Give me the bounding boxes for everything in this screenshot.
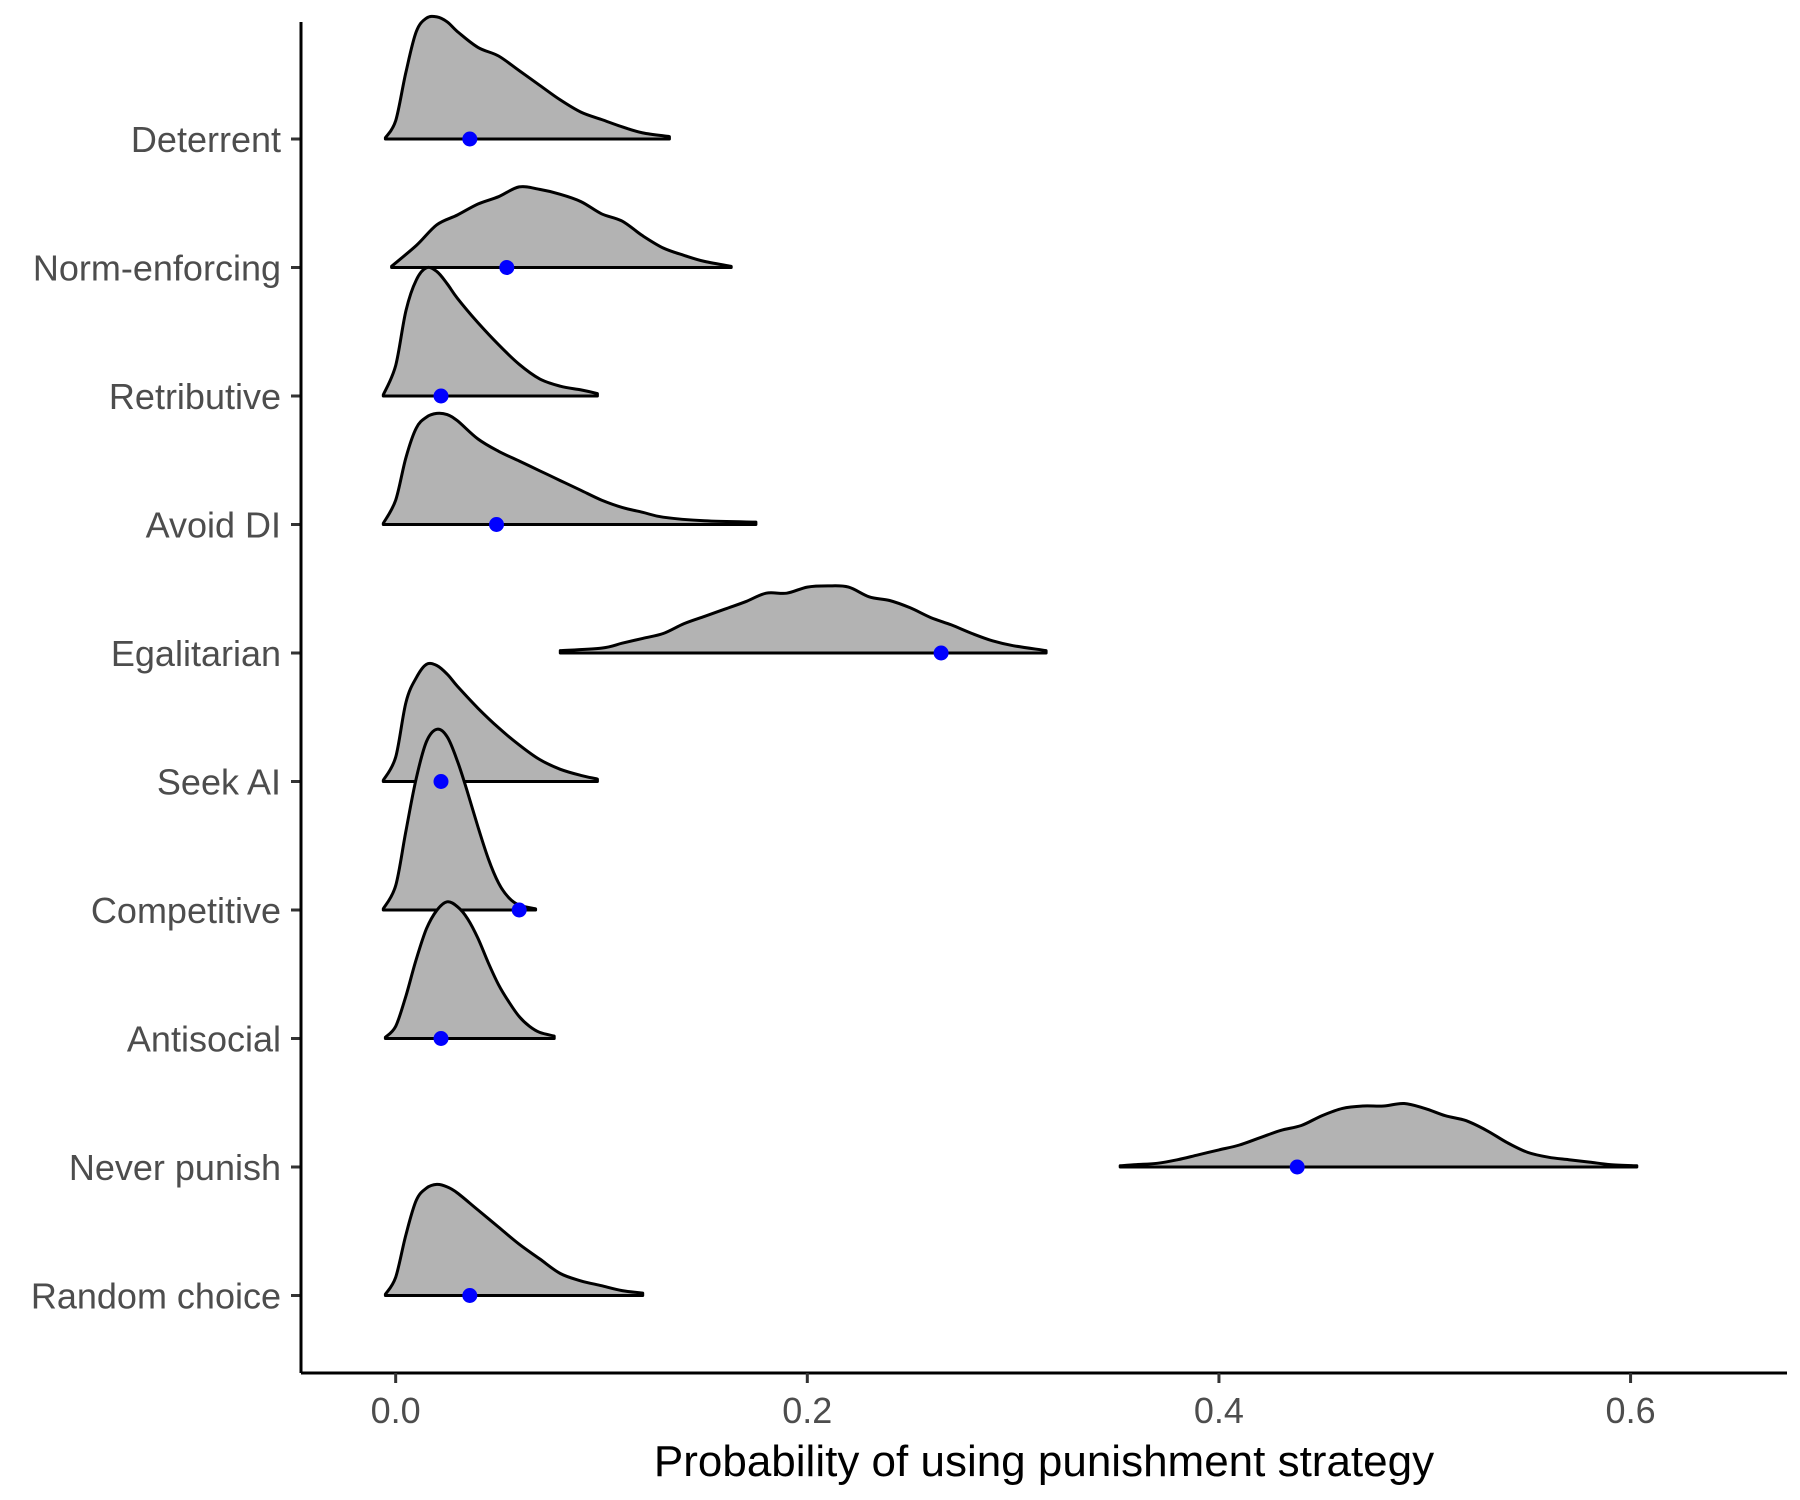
point-egalitarian [933,645,949,661]
points-layer [433,131,1305,1303]
point-antisocial [433,1031,449,1046]
y-tick-label-antisocial: Antisocial [127,1019,281,1060]
density-ridge-seek-ai [381,661,599,783]
y-tick-label-deterrent: Deterrent [131,119,281,160]
x-tick-label-2: 0.4 [1194,1390,1244,1431]
point-never-punish [1289,1159,1305,1175]
density-ridge-random-choice [383,1182,645,1297]
x-tick-label-0: 0.0 [371,1390,421,1431]
density-ridge-avoid-di [381,411,758,526]
point-random-choice [462,1288,478,1303]
density-ridge-norm-enforcing [390,185,733,269]
point-seek-ai [433,774,449,789]
point-retributive [433,388,449,404]
point-norm-enforcing [499,260,515,275]
x-tick-label-3: 0.6 [1606,1390,1656,1431]
y-tick-label-competitive: Competitive [91,890,281,931]
y-tick-label-never-punish: Never punish [69,1147,281,1188]
y-axis: Deterrent Norm-enforcing Retributive Avoid … [31,22,303,1373]
x-tick-label-1: 0.2 [782,1390,832,1431]
density-ridge-deterrent [383,14,671,141]
point-competitive [511,902,527,918]
y-tick-label-seek-ai: Seek AI [157,762,281,803]
x-axis-title: Probability of using punishment strategy [654,1437,1434,1486]
ridges-layer [381,14,1639,1297]
y-tick-label-avoid-di: Avoid DI [146,505,281,546]
density-ridge-egalitarian [558,584,1048,655]
density-ridge-competitive [381,727,538,912]
y-tick-label-retributive: Retributive [109,376,281,417]
y-tick-label-random-choice: Random choice [31,1276,281,1317]
density-ridge-antisocial [383,900,556,1040]
density-ridge-retributive [381,265,599,398]
point-avoid-di [489,517,504,532]
y-tick-label-egalitarian: Egalitarian [111,633,281,674]
point-deterrent [462,131,478,147]
y-tick-label-norm-enforcing: Norm-enforcing [33,248,281,289]
x-axis: 0.0 0.2 0.4 0.6 [301,1371,1787,1431]
density-ridge-never-punish [1118,1101,1639,1169]
